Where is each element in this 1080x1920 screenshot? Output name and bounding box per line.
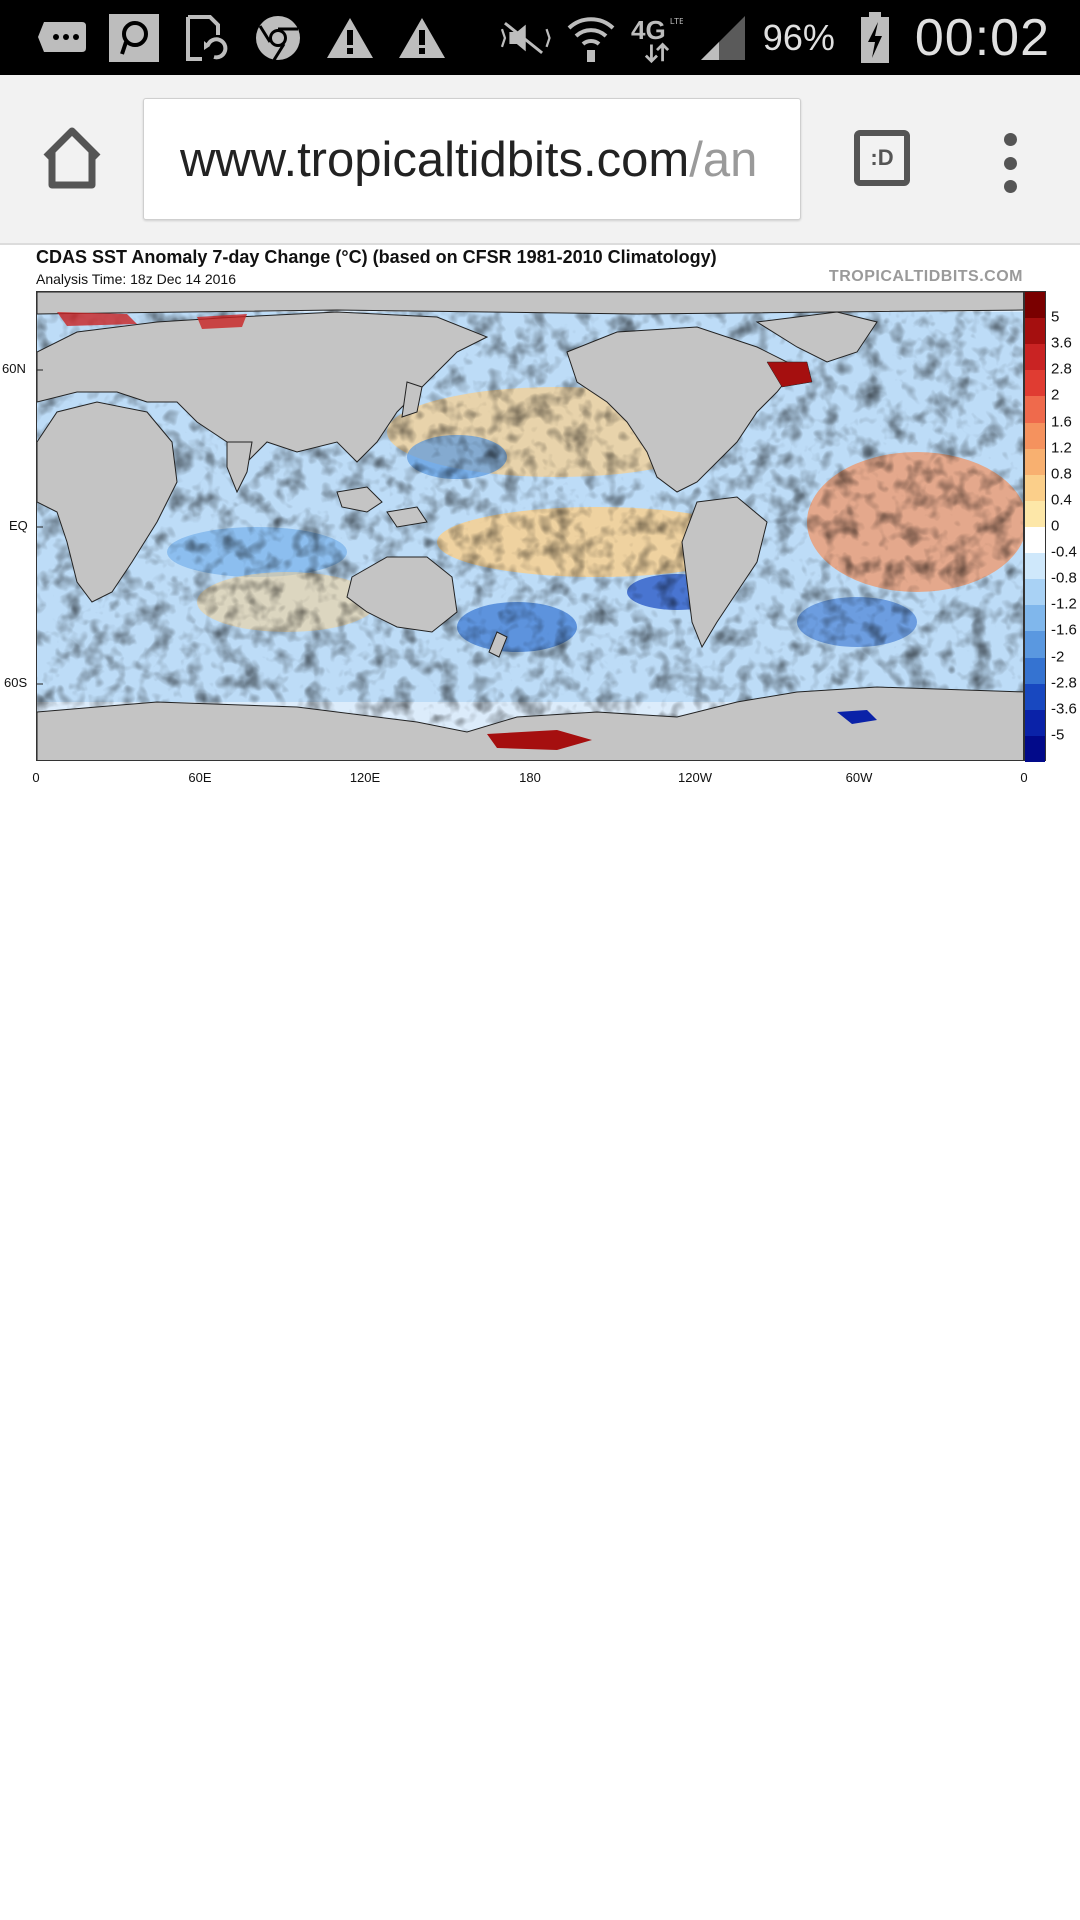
colorbar-tick-label: -0.8 [1051, 569, 1077, 587]
colorbar-swatch [1025, 344, 1045, 371]
url-domain: www.tropicaltidbits.com [180, 133, 690, 187]
colorbar-swatch [1025, 474, 1045, 502]
url-text[interactable]: www.tropicaltidbits.com/an [180, 135, 757, 185]
network-4g-lte-icon: 4G LTE [631, 12, 683, 64]
overflow-menu-button[interactable] [995, 133, 1025, 193]
colorbar-swatch [1025, 709, 1045, 737]
colorbar [1024, 291, 1046, 763]
figure-subtitle: Analysis Time: 18z Dec 14 2016 [36, 271, 236, 287]
status-right-icons: 4G LTE 96% 00:02 [499, 8, 1050, 68]
battery-percent: 96% [762, 17, 835, 58]
colorbar-tick-label: -2 [1051, 648, 1065, 666]
lat-label-60s: 60S [4, 675, 28, 690]
colorbar-tick-label: 0 [1051, 517, 1060, 535]
status-left-icons [36, 10, 448, 66]
colorbar-tick-label: -5 [1051, 726, 1065, 744]
lat-label-eq: EQ [9, 518, 28, 533]
colorbar-tick-label: 2.8 [1051, 360, 1072, 378]
colorbar-swatch [1025, 448, 1045, 476]
colorbar-tick-label: -3.6 [1051, 700, 1077, 718]
colorbar-swatch [1025, 292, 1045, 319]
sync-icon [180, 12, 232, 64]
colorbar-tick-label: 5 [1051, 308, 1060, 326]
svg-text:4G: 4G [631, 15, 666, 45]
message-more-icon [36, 12, 88, 64]
menu-dot [1003, 133, 1017, 146]
colorbar-swatch [1025, 605, 1045, 632]
map-graphic [37, 292, 1023, 760]
colorbar-tick-label: 1.6 [1051, 413, 1072, 431]
colorbar-swatch [1025, 631, 1045, 659]
home-button[interactable] [38, 125, 106, 193]
extension-label: :D [870, 145, 894, 170]
figure-brand: TROPICALTIDBITS.COM [828, 268, 1023, 285]
hangouts-icon [108, 12, 160, 64]
colorbar-tick-label: 0.8 [1051, 465, 1072, 483]
chrome-icon [252, 12, 304, 64]
colorbar-swatch [1025, 500, 1045, 528]
clock: 00:02 [914, 9, 1050, 67]
lon-label-120e: 120E [349, 770, 381, 785]
lat-label-60n: 60N [2, 361, 26, 376]
menu-dot [1003, 180, 1017, 193]
signal-icon [697, 12, 749, 64]
lon-label-0-east: 0 [1020, 770, 1028, 785]
battery-charging-icon [849, 12, 901, 64]
extension-button[interactable]: :D [854, 130, 910, 186]
lon-label-60e: 60E [188, 770, 212, 785]
world-map [36, 291, 1024, 761]
colorbar-swatch [1025, 553, 1045, 580]
address-bar[interactable]: www.tropicaltidbits.com/an [143, 98, 801, 220]
colorbar-tick-label: 2 [1051, 386, 1060, 404]
lon-label-120w: 120W [678, 770, 712, 785]
colorbar-swatch [1025, 422, 1045, 450]
colorbar-tick-label: 1.2 [1051, 439, 1072, 457]
home-icon [43, 127, 101, 189]
colorbar-tick-label: 3.6 [1051, 334, 1072, 352]
colorbar-swatch [1025, 657, 1045, 685]
browser-toolbar: www.tropicaltidbits.com/an :D [0, 75, 1080, 245]
svg-text:LTE: LTE [670, 16, 683, 26]
lon-label-180: 180 [519, 770, 541, 785]
wifi-icon [565, 12, 617, 64]
status-bar: 4G LTE 96% 00:02 [0, 0, 1080, 75]
figure-title: CDAS SST Anomaly 7-day Change (°C) (base… [36, 247, 717, 267]
lon-label-0: 0 [32, 770, 40, 785]
colorbar-tick-label: -1.6 [1051, 621, 1077, 639]
colorbar-tick-label: -1.2 [1051, 595, 1077, 613]
colorbar-tick-label: -2.8 [1051, 674, 1077, 692]
colorbar-tick-label: -0.4 [1051, 543, 1077, 561]
colorbar-swatch [1025, 370, 1045, 397]
colorbar-swatch [1025, 735, 1045, 763]
warning-icon [396, 12, 448, 64]
menu-dot [1003, 156, 1017, 170]
url-path: /an [689, 133, 758, 187]
sst-anomaly-map-figure[interactable]: CDAS SST Anomaly 7-day Change (°C) (base… [0, 245, 1080, 795]
colorbar-swatch [1025, 318, 1045, 345]
colorbar-tick-label: 0.4 [1051, 491, 1072, 509]
warning-icon [324, 12, 376, 64]
colorbar-swatch [1025, 683, 1045, 711]
colorbar-swatch [1025, 579, 1045, 606]
colorbar-swatch [1025, 527, 1045, 554]
colorbar-swatch [1025, 396, 1045, 424]
lon-label-60w: 60W [845, 770, 873, 785]
mute-icon [499, 12, 551, 64]
